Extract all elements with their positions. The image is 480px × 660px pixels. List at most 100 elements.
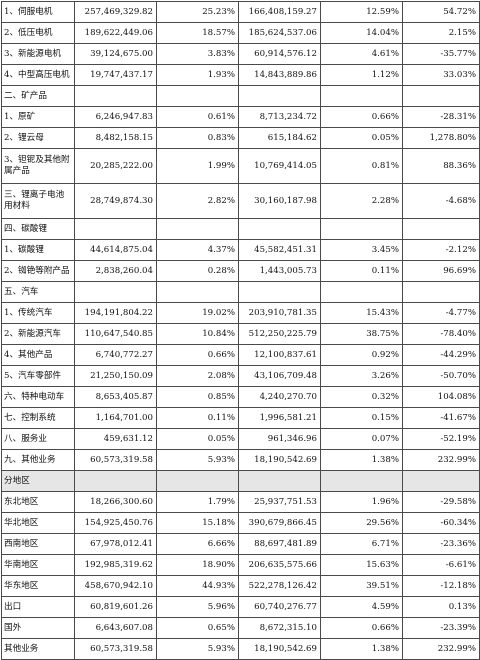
table-cell (74, 281, 157, 303)
table-cell: 0.83% (156, 127, 239, 149)
table-row: 华南地区 192,985,319.62 18.90% 206,635,575.66 15… (1, 554, 480, 576)
table-cell: 0.66% (320, 617, 403, 639)
table-cell: 1.99% (156, 148, 239, 184)
table-cell: 33.03% (402, 64, 480, 86)
table-cell: 18,190,542.69 (238, 449, 321, 471)
row-label: 五、汽车 (1, 281, 75, 303)
table-cell: 0.66% (320, 106, 403, 128)
table-cell: 5.93% (156, 638, 239, 660)
table-cell: 4.59% (320, 596, 403, 618)
table-cell: -4.77% (402, 302, 480, 324)
row-label: 3、新能源电机 (1, 43, 75, 65)
table-cell: 1,996,581.21 (238, 407, 321, 429)
table-cell: 60,914,576.12 (238, 43, 321, 65)
table-row: 国外 6,643,607.08 0.65% 8,672,315.10 0.66% -23.… (1, 617, 480, 639)
table-cell: -28.31% (402, 106, 480, 128)
table-cell: 6,246,947.83 (74, 106, 157, 128)
row-label: 1、碳酸锂 (1, 239, 75, 261)
row-label: 2、低压电机 (1, 22, 75, 44)
row-label: 3、钽铌及其他附属产品 (1, 148, 75, 184)
table-cell (156, 218, 239, 240)
table-cell: 4,240,270.70 (238, 386, 321, 408)
table-cell: 185,624,537.06 (238, 22, 321, 44)
table-cell: 189,622,449.06 (74, 22, 157, 44)
table-cell: -50.70% (402, 365, 480, 387)
table-cell: 19.02% (156, 302, 239, 324)
table-cell: 15.63% (320, 554, 403, 576)
table-cell: 0.65% (156, 617, 239, 639)
table-cell: 104.08% (402, 386, 480, 408)
table-cell: 1.79% (156, 491, 239, 513)
table-cell: -29.58% (402, 491, 480, 513)
table-cell: 21,250,150.09 (74, 365, 157, 387)
row-label: 华北地区 (1, 512, 75, 534)
table-cell: 3.83% (156, 43, 239, 65)
row-label: 西南地区 (1, 533, 75, 555)
table-cell: 15.18% (156, 512, 239, 534)
table-cell: 1,164,701.00 (74, 407, 157, 429)
row-label: 华南地区 (1, 554, 75, 576)
table-cell: 0.81% (320, 148, 403, 184)
table-cell: -35.77% (402, 43, 480, 65)
table-cell: 39.51% (320, 575, 403, 597)
table-cell: -2.12% (402, 239, 480, 261)
table-cell: 390,679,866.45 (238, 512, 321, 534)
table-cell: 0.13% (402, 596, 480, 618)
table-cell (74, 470, 157, 492)
table-cell: 14.04% (320, 22, 403, 44)
table-cell: 2.82% (156, 183, 239, 219)
table-cell: 203,910,781.35 (238, 302, 321, 324)
table-cell (402, 470, 480, 492)
table-cell: 512,250,225.79 (238, 323, 321, 345)
row-label: 1、原矿 (1, 106, 75, 128)
table-cell: 12,100,837.61 (238, 344, 321, 366)
table-cell: 459,631.12 (74, 428, 157, 450)
table-cell: -4.68% (402, 183, 480, 219)
table-row: 二、矿产品 (1, 85, 480, 107)
table-cell: 0.15% (320, 407, 403, 429)
row-label: 1、伺服电机 (1, 1, 75, 23)
table-cell: 166,408,159.27 (238, 1, 321, 23)
table-cell: 0.05% (320, 127, 403, 149)
table-row: 五、汽车 (1, 281, 480, 303)
table-cell: 257,469,329.82 (74, 1, 157, 23)
table-cell: 0.61% (156, 106, 239, 128)
row-label: 六、特种电动车 (1, 386, 75, 408)
row-label: 二、矿产品 (1, 85, 75, 107)
table-cell (320, 85, 403, 107)
row-label: 华东地区 (1, 575, 75, 597)
table-cell: 4.37% (156, 239, 239, 261)
table-cell (320, 281, 403, 303)
table-cell: 458,670,942.10 (74, 575, 157, 597)
table-row: 1、碳酸锂 44,614,875.04 4.37% 45,582,451.31 3.45… (1, 239, 480, 261)
row-label: 2、锂云母 (1, 127, 75, 149)
table-cell: 961,346.96 (238, 428, 321, 450)
table-cell: 30,160,187.98 (238, 183, 321, 219)
table-cell: 38.75% (320, 323, 403, 345)
table-cell: 1.38% (320, 449, 403, 471)
table-cell: -23.39% (402, 617, 480, 639)
table-cell (156, 281, 239, 303)
table-row: 九、其他业务 60,573,319.58 5.93% 18,190,542.69 1.3… (1, 449, 480, 471)
table-cell: 0.07% (320, 428, 403, 450)
table-cell: 0.28% (156, 260, 239, 282)
table-row: 分地区 (1, 470, 480, 492)
table-cell: 615,184.62 (238, 127, 321, 149)
table-cell: 206,635,575.66 (238, 554, 321, 576)
table-cell: 18,266,300.60 (74, 491, 157, 513)
table-cell (402, 85, 480, 107)
table-row: 东北地区 18,266,300.60 1.79% 25,937,751.53 1.96%… (1, 491, 480, 513)
row-label: 八、服务业 (1, 428, 75, 450)
table-cell: 6.71% (320, 533, 403, 555)
table-row: 2、锂云母 8,482,158.15 0.83% 615,184.62 0.05% 1,2… (1, 127, 480, 149)
table-cell: 192,985,319.62 (74, 554, 157, 576)
table-cell: 44,614,875.04 (74, 239, 157, 261)
table-cell: 1,443,005.73 (238, 260, 321, 282)
table-cell: 0.92% (320, 344, 403, 366)
table-cell: 88.36% (402, 148, 480, 184)
table-row: 1、伺服电机 257,469,329.82 25.23% 166,408,159.27… (1, 1, 480, 23)
table-cell: 18.57% (156, 22, 239, 44)
table-cell: -41.67% (402, 407, 480, 429)
table-cell (320, 470, 403, 492)
